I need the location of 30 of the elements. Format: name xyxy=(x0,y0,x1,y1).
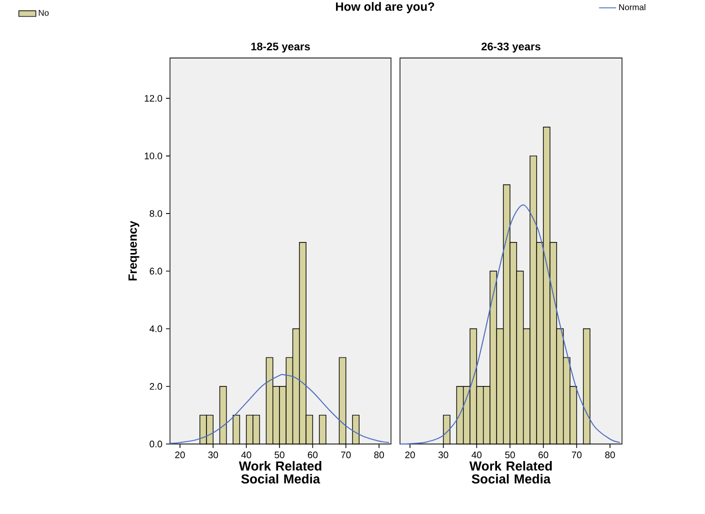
x-tick-label: 20 xyxy=(175,452,185,458)
y-tick-label: 4.0 xyxy=(150,325,162,332)
x-tick-label: 60 xyxy=(538,452,548,458)
x-tick-label: 20 xyxy=(405,452,415,458)
x-tick-label: 50 xyxy=(505,452,515,458)
legend-label: No xyxy=(38,10,49,16)
x-tick-label: 60 xyxy=(308,452,318,458)
chart-subtitle: 26-33 years xyxy=(482,42,540,53)
y-tick-label: 6.0 xyxy=(150,268,162,275)
x-tick-label: 30 xyxy=(208,452,218,458)
x-axis-title: Work Related Social Media xyxy=(238,461,322,484)
chart-title: How old are you? xyxy=(336,2,434,14)
y-tick-label: 2.0 xyxy=(150,383,162,390)
y-tick-label: 12.0 xyxy=(144,94,162,102)
x-tick-label: 70 xyxy=(341,452,351,458)
x-axis-title: Work Related Social Media xyxy=(469,461,552,484)
x-tick-label: 30 xyxy=(438,452,448,458)
y-tick-label: 10.0 xyxy=(144,152,162,160)
x-tick-label: 80 xyxy=(374,452,384,458)
x-tick-label: 50 xyxy=(274,452,284,458)
legend-label: Normal xyxy=(619,4,646,10)
x-tick-label: 40 xyxy=(241,452,252,458)
line-series xyxy=(170,374,390,444)
chart-subtitle: 18-25 years xyxy=(251,42,310,53)
x-tick-label: 40 xyxy=(472,452,482,458)
x-tick-label: 70 xyxy=(572,452,582,458)
y-axis-title: Frequency xyxy=(128,220,140,280)
x-tick-label: 80 xyxy=(605,452,615,458)
y-tick-label: 0.0 xyxy=(150,440,162,448)
y-tick-label: 8.0 xyxy=(150,210,162,217)
